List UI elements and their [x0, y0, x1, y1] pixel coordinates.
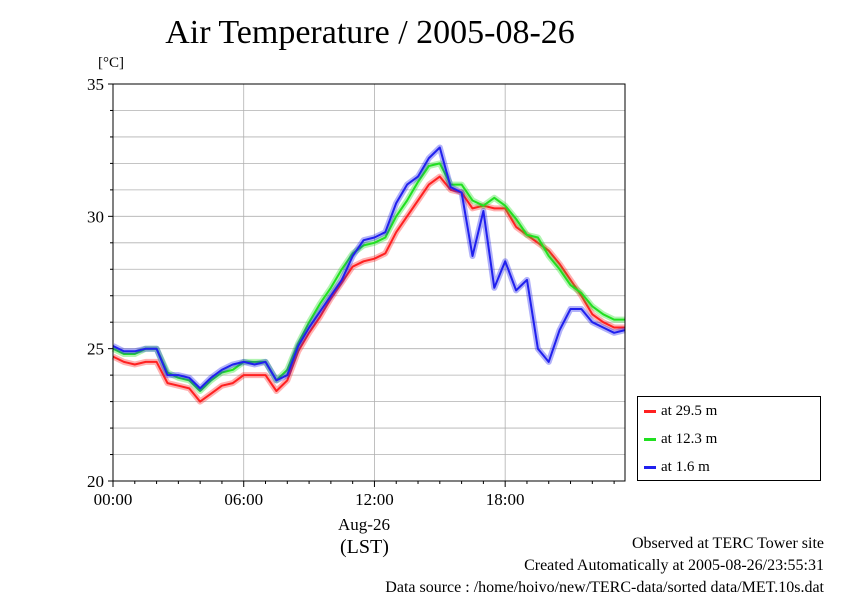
legend-label: at 29.5 m: [661, 403, 718, 419]
x-tick-label: 00:00: [94, 490, 133, 509]
x-tick-label: 18:00: [486, 490, 525, 509]
legend-label: at 12.3 m: [661, 431, 718, 447]
y-tick-label: 25: [87, 340, 104, 359]
series-halo-0: [111, 173, 625, 405]
legend-swatch-blue: [644, 466, 656, 469]
series-halo-2: [111, 144, 626, 392]
x-tick-label: 06:00: [224, 490, 263, 509]
y-tick-label: 35: [87, 75, 104, 94]
x-axis-label: (LST): [340, 536, 389, 558]
legend-item: at 12.3 m: [644, 431, 717, 448]
axes: 20 25 30 35 00:00 06:00 12:00 18:00: [87, 75, 626, 509]
legend-label: at 1.6 m: [661, 459, 710, 475]
legend: at 29.5 m at 12.3 m at 1.6 m: [637, 396, 821, 481]
y-tick-label: 20: [87, 472, 104, 491]
x-tick-label: 12:00: [355, 490, 394, 509]
series-lines: [111, 144, 626, 405]
series-line-1: [112, 162, 625, 392]
footer-source: Data source : /home/hoivo/new/TERC-data/…: [385, 579, 824, 596]
legend-item: at 29.5 m: [644, 403, 717, 420]
footer-created: Created Automatically at 2005-08-26/23:5…: [524, 557, 824, 574]
footer-site: Observed at TERC Tower site: [631, 535, 824, 552]
x-axis-date-label: Aug-26: [338, 515, 390, 534]
legend-swatch-green: [644, 438, 656, 441]
series-line-2: [112, 146, 626, 390]
grid-lines: [113, 84, 625, 481]
plot-frame: [112, 83, 626, 482]
legend-swatch-red: [644, 410, 656, 413]
chart-title: Air Temperature / 2005-08-26: [165, 14, 575, 51]
y-tick-label: 30: [87, 207, 104, 226]
legend-item: at 1.6 m: [644, 459, 710, 476]
series-line-0: [112, 175, 625, 403]
y-axis-unit: [°C]: [98, 55, 124, 71]
